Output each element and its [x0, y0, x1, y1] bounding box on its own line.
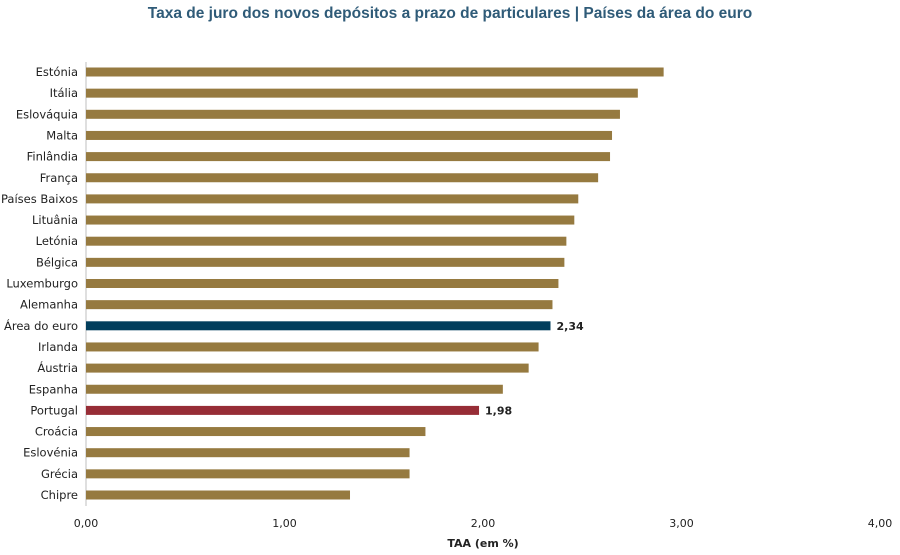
x-tick-label: 4,00	[868, 517, 893, 530]
bar-área-do-euro	[86, 321, 551, 331]
bar-lituânia	[86, 215, 575, 225]
bar-itália	[86, 88, 638, 98]
bar-espanha	[86, 384, 503, 394]
category-label: Luxemburgo	[6, 277, 78, 291]
bar-alemanha	[86, 300, 553, 310]
bar-luxemburgo	[86, 279, 559, 288]
x-tick-label: 3,00	[669, 517, 694, 530]
category-label: Malta	[46, 128, 78, 142]
chart-title: Taxa de juro dos novos depósitos a prazo…	[147, 5, 753, 22]
bar-portugal	[86, 405, 480, 415]
bar-eslovénia	[86, 448, 410, 458]
bar-países-baixos	[86, 194, 579, 204]
category-label: Grécia	[41, 467, 78, 481]
bar-grécia	[86, 469, 410, 479]
x-tick-label: 0,00	[74, 517, 99, 530]
category-label: Itália	[50, 86, 78, 100]
category-label: Lituânia	[32, 213, 78, 227]
x-axis-label: TAA (em %)	[447, 537, 518, 550]
category-label: França	[40, 171, 78, 185]
x-tick-label: 1,00	[272, 517, 297, 530]
bar-croácia	[86, 427, 426, 437]
bar-letónia	[86, 236, 567, 246]
bar-eslováquia	[86, 109, 620, 119]
bar-estónia	[86, 67, 664, 77]
category-label: Eslovénia	[23, 446, 78, 460]
category-label: Portugal	[30, 403, 78, 417]
category-label: Chipre	[41, 488, 78, 502]
bar-bélgica	[86, 257, 565, 267]
category-label: Irlanda	[38, 340, 78, 354]
category-label: Letónia	[36, 234, 78, 248]
bar-chipre	[86, 490, 351, 500]
data-label: 1,98	[485, 404, 512, 417]
bar-malta	[86, 130, 613, 140]
category-label: Espanha	[29, 382, 78, 396]
bar-áustria	[86, 363, 529, 373]
category-label: Eslováquia	[16, 107, 78, 121]
category-label: Áustria	[37, 360, 78, 375]
bar-finlândia	[86, 152, 611, 162]
bar-frança	[86, 173, 599, 183]
category-label: Alemanha	[20, 298, 78, 312]
category-label: Croácia	[35, 425, 78, 439]
category-label: Bélgica	[36, 255, 78, 269]
category-label: Estónia	[36, 65, 78, 79]
category-label: Países Baixos	[1, 192, 78, 206]
category-label: Finlândia	[27, 150, 78, 164]
category-label: Área do euro	[4, 318, 78, 333]
x-tick-label: 2,00	[471, 517, 496, 530]
data-label: 2,34	[556, 320, 583, 333]
bar-irlanda	[86, 342, 539, 352]
